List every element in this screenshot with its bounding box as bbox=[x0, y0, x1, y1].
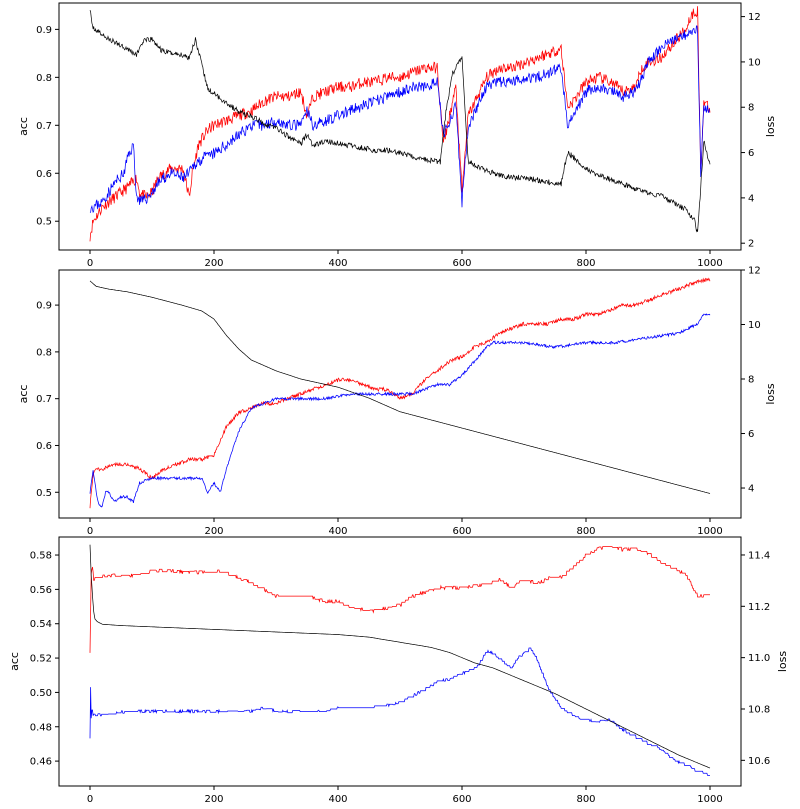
y2-tick-label: 11.0 bbox=[748, 653, 770, 664]
train-acc-line bbox=[89, 277, 711, 509]
x-tick-label: 200 bbox=[204, 794, 223, 805]
axes-frame bbox=[58, 269, 742, 519]
y-tick-label: 0.6 bbox=[36, 169, 52, 180]
y2-tick-label: 11.4 bbox=[748, 550, 770, 561]
loss-line bbox=[89, 544, 711, 769]
loss-line bbox=[89, 280, 711, 494]
y-tick-label: 0.9 bbox=[36, 25, 52, 36]
x-tick-label: 0 bbox=[87, 526, 93, 537]
y2-tick-label: 4 bbox=[748, 193, 754, 204]
val-acc-line bbox=[89, 25, 711, 214]
x-tick-label: 600 bbox=[452, 526, 471, 537]
x-tick-label: 200 bbox=[204, 258, 223, 269]
val-acc-line bbox=[89, 313, 711, 508]
x-tick-label: 800 bbox=[576, 526, 595, 537]
y-tick-label: 0.48 bbox=[30, 722, 52, 733]
y2-tick-label: 6 bbox=[748, 429, 754, 440]
y2-tick-label: 12 bbox=[748, 12, 761, 23]
y2-tick-label: 2 bbox=[748, 239, 754, 250]
y-tick-label: 0.56 bbox=[30, 585, 52, 596]
y-tick-label: 0.8 bbox=[36, 73, 52, 84]
y2-tick-label: 6 bbox=[748, 148, 754, 159]
x-tick-label: 800 bbox=[576, 794, 595, 805]
x-tick-label: 200 bbox=[204, 526, 223, 537]
loss-line bbox=[89, 10, 711, 233]
x-tick-label: 1000 bbox=[697, 526, 722, 537]
y2-tick-label: 10 bbox=[748, 320, 761, 331]
x-tick-label: 400 bbox=[328, 258, 347, 269]
train-acc-line bbox=[89, 546, 710, 653]
y-tick-label: 0.6 bbox=[36, 441, 52, 452]
y-tick-label: 0.58 bbox=[30, 551, 52, 562]
y2-tick-label: 10.6 bbox=[748, 756, 770, 767]
x-tick-label: 800 bbox=[576, 258, 595, 269]
y-tick-label: 0.54 bbox=[30, 619, 52, 630]
axes-frame bbox=[58, 536, 742, 787]
axes-frame bbox=[58, 2, 742, 251]
x-tick-label: 0 bbox=[87, 794, 93, 805]
y2-axis-label: loss bbox=[764, 383, 777, 405]
y-axis-label: acc bbox=[8, 652, 21, 671]
val-acc-line bbox=[89, 647, 710, 776]
y-tick-label: 0.5 bbox=[36, 488, 52, 499]
plot-area bbox=[89, 6, 711, 242]
x-tick-label: 400 bbox=[328, 526, 347, 537]
plot-area bbox=[89, 544, 711, 776]
train-acc-line bbox=[89, 6, 711, 242]
y-tick-label: 0.8 bbox=[36, 347, 52, 358]
y-tick-label: 0.50 bbox=[30, 688, 52, 699]
y-axis-label: acc bbox=[17, 117, 30, 136]
y2-tick-label: 4 bbox=[748, 484, 754, 495]
x-tick-label: 400 bbox=[328, 794, 347, 805]
subplot-bottom: 0 200 400 600 800 1000 0.46 0.48 0.50 0.52 0.54 0.5… bbox=[8, 536, 789, 805]
y2-tick-label: 8 bbox=[748, 375, 754, 386]
y2-axis-label: loss bbox=[764, 116, 777, 138]
y-tick-label: 0.7 bbox=[36, 394, 52, 405]
x-tick-label: 0 bbox=[87, 258, 93, 269]
x-tick-label: 1000 bbox=[697, 794, 722, 805]
y2-tick-label: 11.2 bbox=[748, 602, 770, 613]
y2-tick-label: 8 bbox=[748, 103, 754, 114]
subplot-middle: 0 200 400 600 800 1000 0.5 0.6 0.7 0.8 0.9 4 6 8 10 12 a… bbox=[17, 266, 777, 538]
y-tick-label: 0.5 bbox=[36, 217, 52, 228]
x-tick-label: 1000 bbox=[697, 258, 722, 269]
x-tick-label: 600 bbox=[452, 794, 471, 805]
y-tick-label: 0.7 bbox=[36, 121, 52, 132]
y-axis-label: acc bbox=[17, 385, 30, 404]
y2-tick-label: 10 bbox=[748, 57, 761, 68]
y2-tick-label: 12 bbox=[748, 266, 761, 277]
subplot-top: 0 200 400 600 800 1000 0.5 0.6 0.7 0.8 0.9 2 4 6 8 10 12… bbox=[17, 2, 777, 269]
y-tick-label: 0.9 bbox=[36, 301, 52, 312]
y2-axis-label: loss bbox=[776, 651, 789, 673]
x-tick-label: 600 bbox=[452, 258, 471, 269]
y2-tick-label: 10.8 bbox=[748, 704, 770, 715]
y-tick-label: 0.46 bbox=[30, 757, 52, 768]
y-tick-label: 0.52 bbox=[30, 654, 52, 665]
plot-area bbox=[89, 277, 711, 509]
